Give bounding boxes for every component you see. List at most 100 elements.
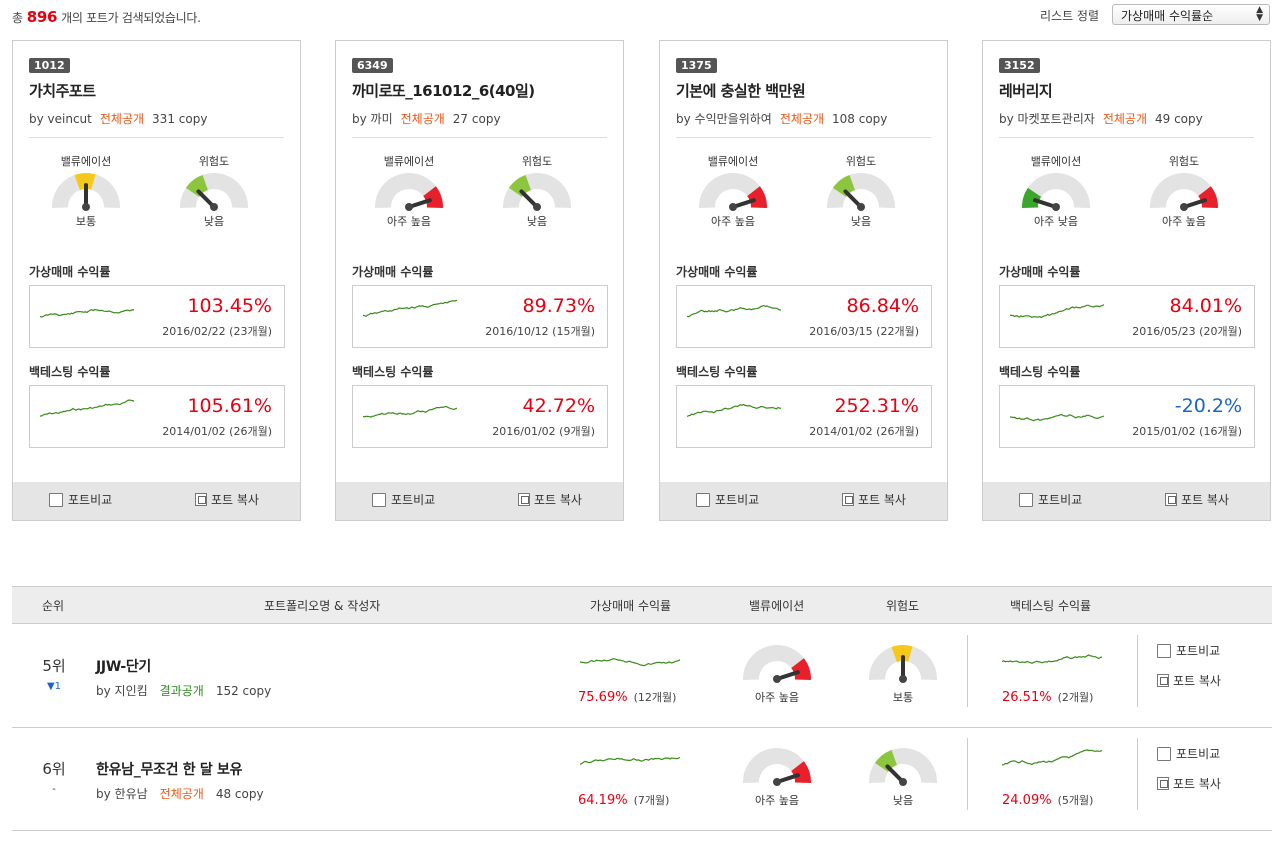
gauge-segment xyxy=(57,174,81,197)
valuation-gauge: 아주 높음 xyxy=(732,746,822,808)
checkbox-icon[interactable] xyxy=(1019,493,1033,507)
compare-button[interactable]: 포트비교 xyxy=(696,491,759,508)
gauge-segment xyxy=(375,186,395,209)
compare-button[interactable]: 포트비교 xyxy=(1157,739,1221,769)
card-footer: 포트비교 포트 복사 xyxy=(983,482,1270,520)
gauge-segment xyxy=(748,749,772,772)
portfolio-title[interactable]: 레버리지 xyxy=(999,82,1053,100)
portfolio-meta: by 지인킴 결과공개 152 copy xyxy=(96,682,271,699)
gauge-segment xyxy=(74,173,98,191)
portfolio-id-badge: 6349 xyxy=(352,58,393,73)
virtual-return-pct: 86.84% xyxy=(846,295,919,317)
gauge-segment xyxy=(869,761,889,784)
gauge-segment xyxy=(875,186,895,209)
risk-value: 보통 xyxy=(892,691,914,704)
portfolio-title[interactable]: 까미로또_161012_6(40일) xyxy=(352,82,535,100)
compare-button[interactable]: 포트비교 xyxy=(1019,491,1082,508)
gauge-segment xyxy=(891,645,915,663)
sparkline-path xyxy=(1010,413,1104,422)
copy-icon xyxy=(195,493,207,506)
author: by veincut xyxy=(29,112,92,126)
sparkline-path xyxy=(40,399,134,417)
copy-button[interactable]: 포트 복사 xyxy=(518,491,582,508)
sort-select[interactable]: 가상매매 수익률순 ▲ ▼ xyxy=(1112,4,1270,25)
backtest-return-box: 105.61% 2014/01/02 (26개월) xyxy=(29,385,285,448)
portfolio-id-badge: 1012 xyxy=(29,58,70,73)
table-row[interactable]: 5위 ▼1 JJW-단기 by 지인킴 결과공개 152 copy 75.69% (12개월)… xyxy=(12,625,1272,728)
result-header: 총 896 개의 포트가 검색되었습니다. 리스트 정렬 가상매매 수익률순 ▲ ▼ xyxy=(0,0,1280,32)
author: by 수익만을위하여 xyxy=(676,112,772,126)
portfolio-title[interactable]: 가치주포트 xyxy=(29,82,96,100)
backtest-return-box: -20.2% 2015/01/02 (16개월) xyxy=(999,385,1255,448)
gauge-hub xyxy=(857,203,865,211)
compare-label: 포트비교 xyxy=(715,493,760,507)
compare-button[interactable]: 포트비교 xyxy=(372,491,435,508)
checkbox-icon[interactable] xyxy=(696,493,710,507)
copy-button[interactable]: 포트 복사 xyxy=(1165,491,1229,508)
sparkline-icon xyxy=(363,405,457,418)
portfolio-card[interactable]: 3152 레버리지 by 마켓포트관리자 전체공개 49 copy 밸류에이션 아주 낮음 위… xyxy=(982,40,1271,521)
portfolio-meta: by 까미 전체공개 27 copy xyxy=(352,110,501,127)
compare-button[interactable]: 포트비교 xyxy=(49,491,112,508)
compare-label: 포트비교 xyxy=(68,493,113,507)
virtual-return-pct: 89.73% xyxy=(522,295,595,317)
portfolio-card[interactable]: 1012 가치주포트 by veincut 전체공개 331 copy 밸류에이션 보통 위험… xyxy=(12,40,301,521)
backtest-return-label: 백테스팅 수익률 xyxy=(352,365,434,379)
gauge-hub xyxy=(729,203,737,211)
copy-button[interactable]: 포트 복사 xyxy=(842,491,906,508)
card-footer: 포트비교 포트 복사 xyxy=(336,482,623,520)
count-number: 896 xyxy=(26,8,58,26)
checkbox-icon[interactable] xyxy=(49,493,63,507)
gauge-icon xyxy=(869,748,937,786)
gauge-icon xyxy=(743,645,811,683)
sparkline-icon xyxy=(363,299,457,317)
table-header: 순위 포트폴리오명 & 작성자 가상매매 수익률 밸류에이션 위험도 백테스팅 … xyxy=(12,586,1272,624)
gauge-segment xyxy=(765,748,789,766)
sparkline-path xyxy=(687,403,781,418)
copy-count: 49 copy xyxy=(1155,112,1203,126)
gauge-icon xyxy=(1022,173,1090,211)
card-footer: 포트비교 포트 복사 xyxy=(660,482,947,520)
portfolio-title[interactable]: 기본에 충실한 백만원 xyxy=(676,82,806,100)
portfolio-name[interactable]: 한유남_무조건 한 달 보유 xyxy=(96,762,243,778)
checkbox-icon[interactable] xyxy=(372,493,386,507)
sparkline-path xyxy=(40,308,134,318)
copy-icon xyxy=(1157,777,1169,790)
portfolio-card[interactable]: 1375 기본에 충실한 백만원 by 수익만을위하여 전체공개 108 copy 밸류에… xyxy=(659,40,948,521)
valuation-value: 아주 높음 xyxy=(711,215,755,228)
copy-button[interactable]: 포트 복사 xyxy=(195,491,259,508)
table-row[interactable]: 6위 - 한유남_무조건 한 달 보유 by 한유남 전체공개 48 copy 64.19%… xyxy=(12,728,1272,831)
virtual-return-label: 가상매매 수익률 xyxy=(676,265,758,279)
risk-gauge: 위험도 아주 높음 xyxy=(1139,153,1229,229)
virtual-return-date: 2016/03/15 (22개월) xyxy=(809,325,919,338)
copy-button[interactable]: 포트 복사 xyxy=(1157,666,1221,696)
copy-icon xyxy=(842,493,854,506)
portfolio-meta: by veincut 전체공개 331 copy xyxy=(29,110,207,127)
compare-button[interactable]: 포트비교 xyxy=(1157,636,1221,666)
checkbox-icon[interactable] xyxy=(1157,644,1171,658)
gauge-segment xyxy=(748,646,772,669)
virtual-return-date: 2016/05/23 (20개월) xyxy=(1132,325,1242,338)
virtual-return-label: 가상매매 수익률 xyxy=(999,265,1081,279)
gauge-segment xyxy=(1027,174,1051,197)
author: by 까미 xyxy=(352,112,393,126)
visibility-badge: 전체공개 xyxy=(99,112,145,126)
sparkline-icon xyxy=(579,756,681,765)
risk-value: 낮음 xyxy=(526,215,548,228)
select-arrows-icon: ▲ ▼ xyxy=(1256,5,1263,23)
row-actions: 포트비교 포트 복사 xyxy=(1157,636,1221,696)
gauge-segment xyxy=(869,658,889,681)
copy-button[interactable]: 포트 복사 xyxy=(1157,769,1221,799)
checkbox-icon[interactable] xyxy=(1157,747,1171,761)
visibility-badge: 전체공개 xyxy=(779,112,824,126)
portfolio-name[interactable]: JJW-단기 xyxy=(96,659,152,675)
sparkline-icon xyxy=(579,657,681,667)
gauge-hub xyxy=(405,203,413,211)
gauge-segment xyxy=(180,186,200,209)
backtest-return-label: 백테스팅 수익률 xyxy=(29,365,111,379)
col-risk: 위험도 xyxy=(886,599,920,613)
gauge-segment xyxy=(1172,173,1196,191)
portfolio-card[interactable]: 6349 까미로또_161012_6(40일) by 까미 전체공개 27 copy 밸류… xyxy=(335,40,624,521)
valuation-gauge: 밸류에이션 아주 낮음 xyxy=(1011,153,1101,229)
gauge-hub xyxy=(899,778,907,786)
